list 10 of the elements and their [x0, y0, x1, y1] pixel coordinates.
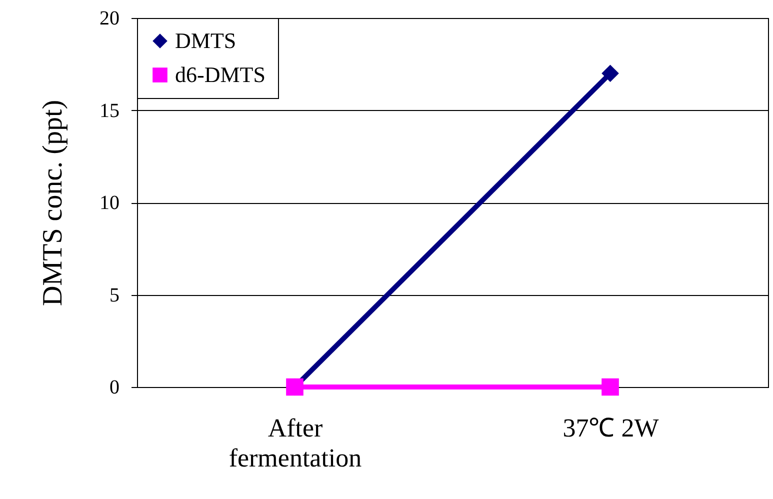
y-tick-label: 5	[110, 284, 120, 306]
x-tick-label: 37℃ 2W	[562, 414, 660, 442]
y-tick-label: 15	[100, 100, 120, 122]
x-tick-label: After fermentation	[228, 414, 362, 472]
y-tick-label: 20	[100, 8, 120, 30]
y-tick-label: 0	[110, 376, 120, 398]
y-axis-title: DMTS conc. (ppt)	[38, 100, 68, 306]
y-tick-label: 10	[100, 192, 120, 214]
legend-label: DMTS	[175, 28, 236, 53]
legend-label: d6-DMTS	[175, 62, 266, 87]
